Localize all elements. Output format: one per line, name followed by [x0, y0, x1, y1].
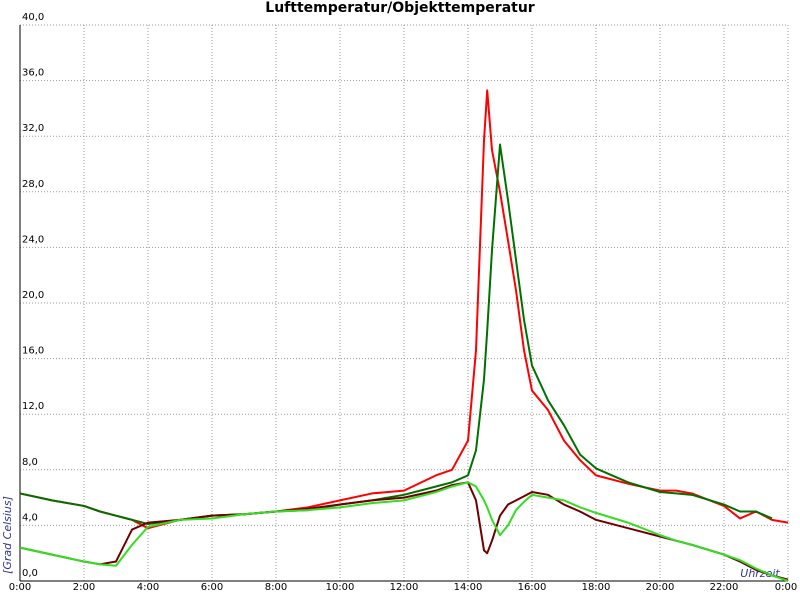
series-line — [19, 89, 789, 530]
x-tick-label: 0:00 — [9, 582, 31, 593]
y-tick-label: 24,0 — [22, 234, 44, 245]
y-tick-label: 0,0 — [22, 568, 38, 579]
x-tick-label: 22:00 — [710, 582, 739, 593]
chart-title: Lufttemperatur/Objekttemperatur — [265, 0, 535, 16]
y-axis-label: [Grad Celsius] — [1, 496, 14, 574]
y-tick-label: 28,0 — [22, 179, 44, 190]
x-tick-label: 6:00 — [201, 582, 223, 593]
x-tick-label: 8:00 — [265, 582, 287, 593]
x-tick-label: 2:00 — [73, 582, 95, 593]
y-tick-label: 40,0 — [22, 12, 44, 23]
series-line — [19, 481, 789, 582]
x-tick-label: 20:00 — [646, 582, 675, 593]
series-line — [19, 143, 773, 526]
x-axis-label: Uhrzeit — [740, 567, 780, 580]
x-tick-label: 10:00 — [326, 582, 355, 593]
x-tick-label: 0:00 — [775, 582, 797, 593]
y-tick-label: 32,0 — [22, 123, 44, 134]
y-tick-label: 36,0 — [22, 68, 44, 79]
x-tick-label: 18:00 — [582, 582, 611, 593]
x-tick-label: 16:00 — [518, 582, 547, 593]
y-tick-label: 20,0 — [22, 290, 44, 301]
y-tick-label: 4,0 — [22, 512, 38, 523]
y-tick-label: 8,0 — [22, 457, 38, 468]
x-tick-label: 12:00 — [390, 582, 419, 593]
x-tick-label: 14:00 — [454, 582, 483, 593]
y-tick-label: 16,0 — [22, 346, 44, 357]
y-tick-label: 12,0 — [22, 401, 44, 412]
x-tick-label: 4:00 — [137, 582, 159, 593]
